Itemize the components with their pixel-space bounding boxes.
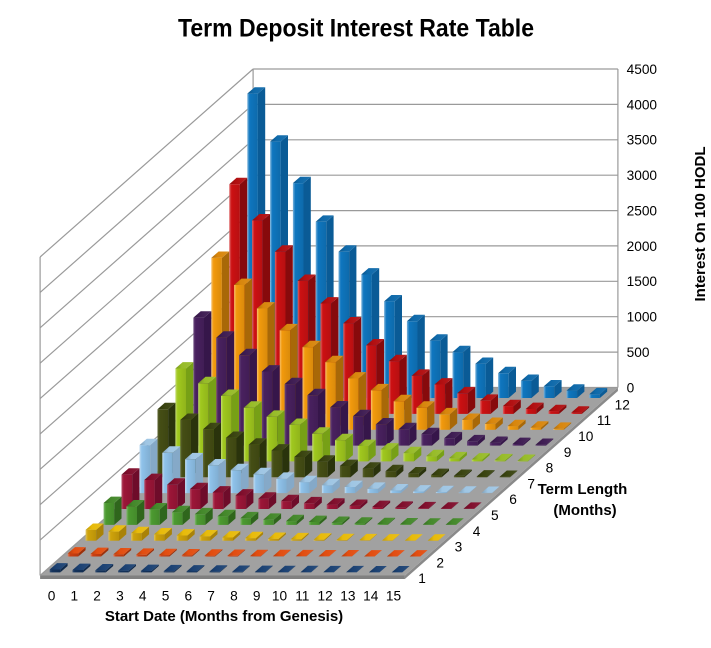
svg-text:2: 2: [93, 589, 101, 604]
svg-text:Start Date (Months from Genesi: Start Date (Months from Genesis): [105, 608, 343, 625]
svg-text:8: 8: [546, 461, 554, 476]
svg-text:Interest On 100 HODL: Interest On 100 HODL: [692, 146, 709, 301]
svg-text:12: 12: [615, 397, 630, 412]
svg-text:6: 6: [509, 492, 517, 507]
svg-text:1000: 1000: [627, 310, 658, 325]
svg-text:1500: 1500: [627, 274, 658, 289]
svg-text:11: 11: [597, 413, 611, 428]
svg-text:8: 8: [230, 589, 238, 604]
svg-text:7: 7: [527, 476, 535, 491]
svg-text:9: 9: [253, 589, 261, 604]
svg-text:10: 10: [578, 429, 594, 444]
svg-text:Term Length: Term Length: [538, 481, 628, 498]
svg-text:1: 1: [418, 571, 426, 586]
svg-text:5: 5: [162, 589, 170, 604]
svg-text:(Months): (Months): [553, 502, 616, 519]
svg-text:2: 2: [436, 555, 444, 570]
svg-text:4500: 4500: [627, 62, 658, 77]
svg-text:2500: 2500: [627, 204, 658, 219]
svg-text:14: 14: [363, 589, 379, 604]
svg-text:3000: 3000: [627, 168, 658, 183]
svg-text:3: 3: [116, 589, 124, 604]
svg-text:15: 15: [386, 589, 402, 604]
svg-text:3: 3: [455, 540, 463, 555]
svg-text:Term Deposit Interest Rate Tab: Term Deposit Interest Rate Table: [178, 15, 534, 43]
svg-text:0: 0: [627, 380, 635, 395]
svg-text:5: 5: [491, 508, 499, 523]
svg-text:7: 7: [207, 589, 215, 604]
svg-text:2000: 2000: [627, 239, 658, 254]
svg-text:0: 0: [48, 589, 56, 604]
svg-text:4000: 4000: [627, 97, 658, 112]
svg-text:9: 9: [564, 445, 572, 460]
svg-text:10: 10: [272, 589, 288, 604]
svg-text:3500: 3500: [627, 133, 658, 148]
svg-text:500: 500: [627, 345, 650, 360]
svg-text:4: 4: [139, 589, 147, 604]
svg-text:6: 6: [184, 589, 192, 604]
svg-text:4: 4: [473, 524, 481, 539]
svg-text:13: 13: [340, 589, 356, 604]
svg-text:12: 12: [317, 589, 332, 604]
svg-text:11: 11: [295, 589, 309, 604]
svg-text:1: 1: [70, 589, 78, 604]
